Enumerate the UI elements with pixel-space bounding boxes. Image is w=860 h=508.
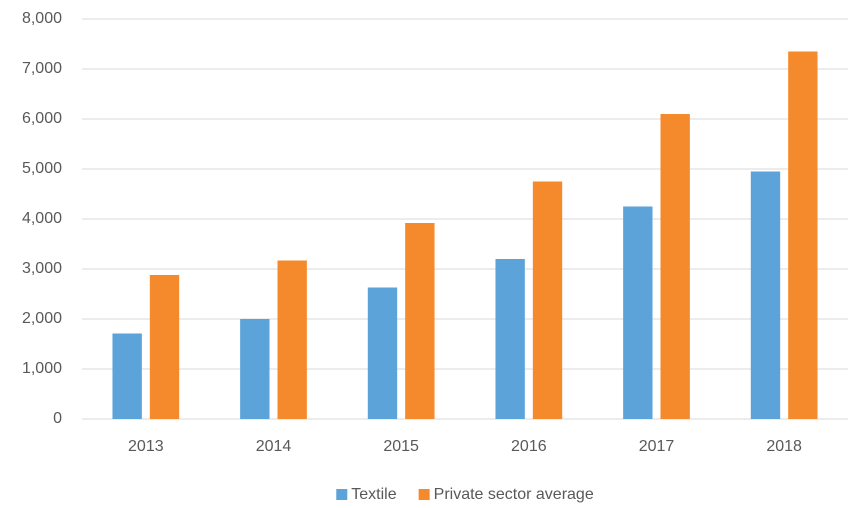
legend-label: Private sector average: [434, 486, 594, 503]
bar: [660, 114, 690, 419]
bar: [112, 333, 142, 419]
y-tick-label: 4,000: [22, 210, 62, 227]
bar: [532, 181, 563, 419]
y-tick-label: 2,000: [22, 310, 62, 327]
y-tick-label: 1,000: [22, 360, 62, 377]
bar: [495, 259, 525, 419]
bar: [405, 223, 435, 419]
bar: [788, 51, 818, 419]
legend-label: Textile: [351, 486, 396, 503]
y-tick-label: 6,000: [22, 110, 62, 127]
x-tick-label: 2014: [256, 438, 292, 455]
legend-swatch: [418, 489, 430, 500]
y-tick-label: 0: [53, 410, 62, 427]
y-tick-label: 3,000: [22, 260, 62, 277]
bar: [750, 171, 781, 419]
bar: [240, 319, 270, 419]
y-tick-label: 8,000: [22, 10, 62, 27]
x-tick-label: 2015: [383, 438, 419, 455]
bar: [367, 287, 398, 419]
y-tick-label: 7,000: [22, 60, 62, 77]
legend-swatch: [336, 489, 348, 500]
x-tick-label: 2017: [639, 438, 675, 455]
bar: [277, 260, 307, 419]
y-tick-label: 5,000: [22, 160, 62, 177]
x-tick-label: 2016: [511, 438, 547, 455]
bar: [623, 206, 653, 419]
bar: [149, 275, 180, 419]
x-tick-label: 2018: [766, 438, 802, 455]
x-tick-label: 2013: [128, 438, 164, 455]
